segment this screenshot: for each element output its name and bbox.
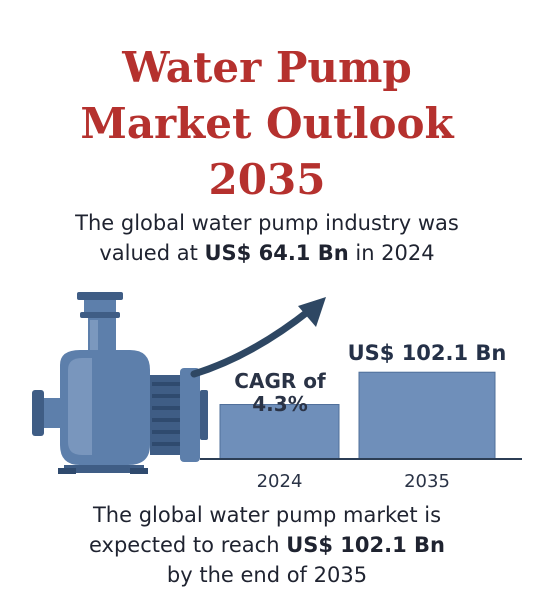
intro-line-2-prefix: valued at [99,241,205,265]
page-title: Water Pump Market Outlook 2035 [0,40,534,208]
title-line-1: Water Pump [122,43,412,92]
title-line-2: Market Outlook [80,99,454,148]
footer-line-2: expected to reach US$ 102.1 Bn [0,530,534,560]
intro-text: The global water pump industry was value… [0,208,534,268]
footer-text: The global water pump market is expected… [0,500,534,590]
bar-2024 [219,404,340,460]
cagr-label-line-1: CAGR of [234,369,326,393]
intro-line-1: The global water pump industry was [75,211,459,235]
bars [219,371,496,460]
x-tick-labels: 2024 2035 [257,471,450,492]
water-pump-icon [32,292,208,474]
tick-label-2035: 2035 [404,471,450,492]
bar-2035 [358,371,496,460]
growth-arrow-icon [190,297,326,378]
value-labels: US$ 102.1 Bn [348,341,507,365]
cagr-label-line-2: 4.3% [252,392,307,416]
tick-label-2024: 2024 [257,471,303,492]
market-chart: 2024 2035 US$ 102.1 Bn CAGR of 4.3% [32,292,522,492]
intro-line-2: valued at US$ 64.1 Bn in 2024 [0,238,534,268]
footer-value: US$ 102.1 Bn [286,533,445,557]
value-label-2035: US$ 102.1 Bn [348,341,507,365]
intro-value: US$ 64.1 Bn [204,241,349,265]
title-line-3: 2035 [208,155,326,204]
footer-line-3: by the end of 2035 [166,563,368,587]
footer-line-2-prefix: expected to reach [89,533,287,557]
intro-line-2-suffix: in 2024 [348,241,435,265]
footer-line-1: The global water pump market is [92,503,442,527]
